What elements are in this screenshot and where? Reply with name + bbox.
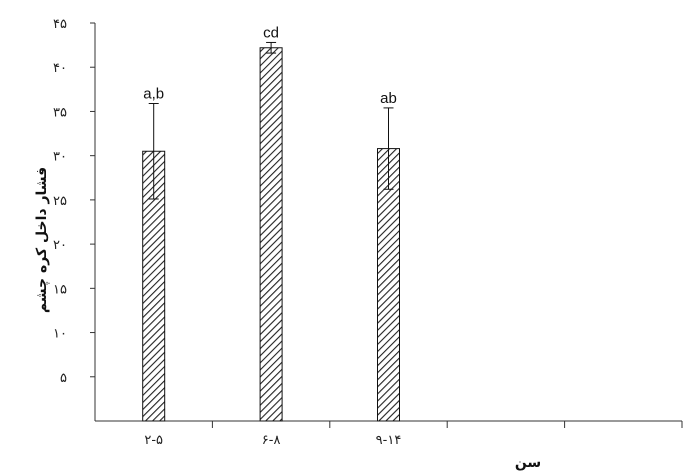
y-tick-label: ۴۵ (53, 17, 67, 32)
y-axis-label: فشار داخل کره چشم (34, 167, 50, 313)
y-tick-label: ۴۰ (53, 61, 67, 76)
x-axis-label: سن (515, 455, 541, 471)
significance-labels: a,b cd ab (143, 24, 397, 106)
x-tick-label: ۲-۵ (144, 433, 163, 448)
y-tick-label: ۲۰ (53, 238, 67, 253)
significance-label: ab (380, 90, 397, 107)
y-tick-label: ۲۵ (53, 194, 67, 209)
y-tick-label: ۱۰ (53, 327, 67, 342)
y-tick-label: ۳۰ (53, 150, 67, 165)
bars (142, 47, 400, 422)
x-axis: ۲-۵ ۶-۸ ۹-۱۴ (95, 420, 683, 448)
x-tick-label: ۹-۱۴ (376, 433, 402, 448)
bar (259, 47, 283, 422)
significance-label: a,b (143, 85, 164, 102)
error-bars (148, 41, 394, 200)
significance-label: cd (263, 24, 279, 41)
y-tick-label: ۳۵ (53, 105, 67, 120)
y-tick-label: ۵ (60, 371, 67, 386)
y-axis: ۵ ۱۰ ۱۵ ۲۰ ۲۵ ۳۰ ۳۵ ۴۰ ۴۵ (53, 17, 96, 421)
x-tick-label: ۶-۸ (262, 433, 281, 448)
y-tick-label: ۱۵ (53, 282, 67, 297)
